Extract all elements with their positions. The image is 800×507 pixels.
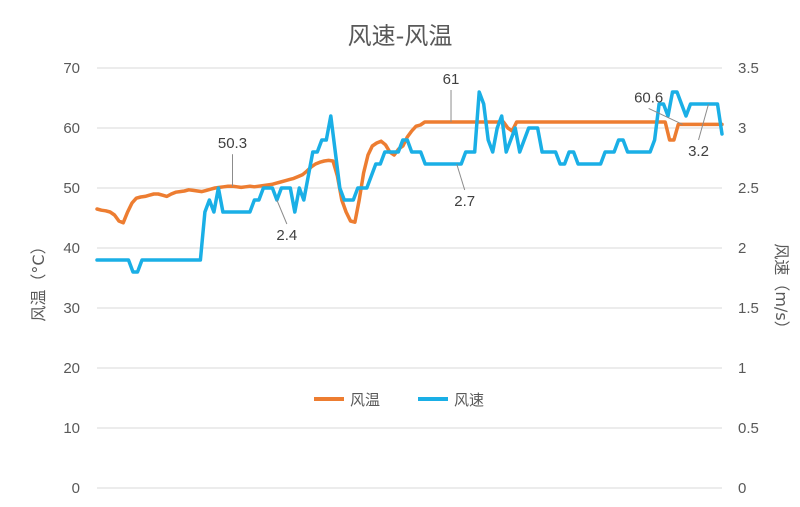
left-tick-label: 10 (63, 420, 80, 437)
right-tick-label: 1.5 (738, 300, 759, 317)
annotation-leader (456, 163, 466, 191)
data-label: 2.7 (454, 193, 475, 210)
data-label: 3.2 (688, 143, 709, 160)
left-tick-label: 50 (63, 180, 80, 197)
left-tick-label: 20 (63, 360, 80, 377)
left-tick-label: 0 (72, 480, 80, 497)
legend-label-speed: 风速 (454, 391, 484, 409)
gridlines (97, 67, 722, 489)
annotation-leader (648, 107, 683, 125)
data-label: 2.4 (276, 227, 297, 244)
right-tick-label: 3 (738, 120, 746, 137)
left-axis-ticks: 0 10 20 30 40 50 60 70 (63, 60, 80, 497)
data-label: 61 (443, 71, 460, 88)
series-layer (95, 90, 724, 274)
chart-title: 风速-风温 (348, 22, 453, 50)
legend: 风温 风速 (314, 391, 484, 409)
right-tick-label: 0.5 (738, 420, 759, 437)
data-label: 50.3 (218, 135, 247, 152)
left-tick-label: 70 (63, 60, 80, 77)
series-line-temp (95, 120, 724, 225)
left-tick-label: 60 (63, 120, 80, 137)
data-label: 60.6 (634, 89, 663, 106)
left-axis-label: 风温（°C） (29, 238, 48, 321)
right-tick-label: 0 (738, 480, 746, 497)
legend-label-temp: 风温 (350, 391, 380, 409)
series-line-speed (95, 90, 724, 274)
right-tick-label: 3.5 (738, 60, 759, 77)
right-tick-label: 2 (738, 240, 746, 257)
annotation-leader (276, 199, 288, 225)
left-tick-label: 40 (63, 240, 80, 257)
left-tick-label: 30 (63, 300, 80, 317)
annotation-leader (698, 103, 709, 141)
right-tick-label: 2.5 (738, 180, 759, 197)
right-tick-label: 1 (738, 360, 746, 377)
right-axis-label: 风速（m/s） (772, 243, 791, 336)
right-axis-ticks: 0 0.5 1 1.5 2 2.5 3 3.5 (738, 60, 759, 497)
annotation-layer: 50.3 2.4 61 2.7 60.6 3.2 (218, 71, 709, 244)
